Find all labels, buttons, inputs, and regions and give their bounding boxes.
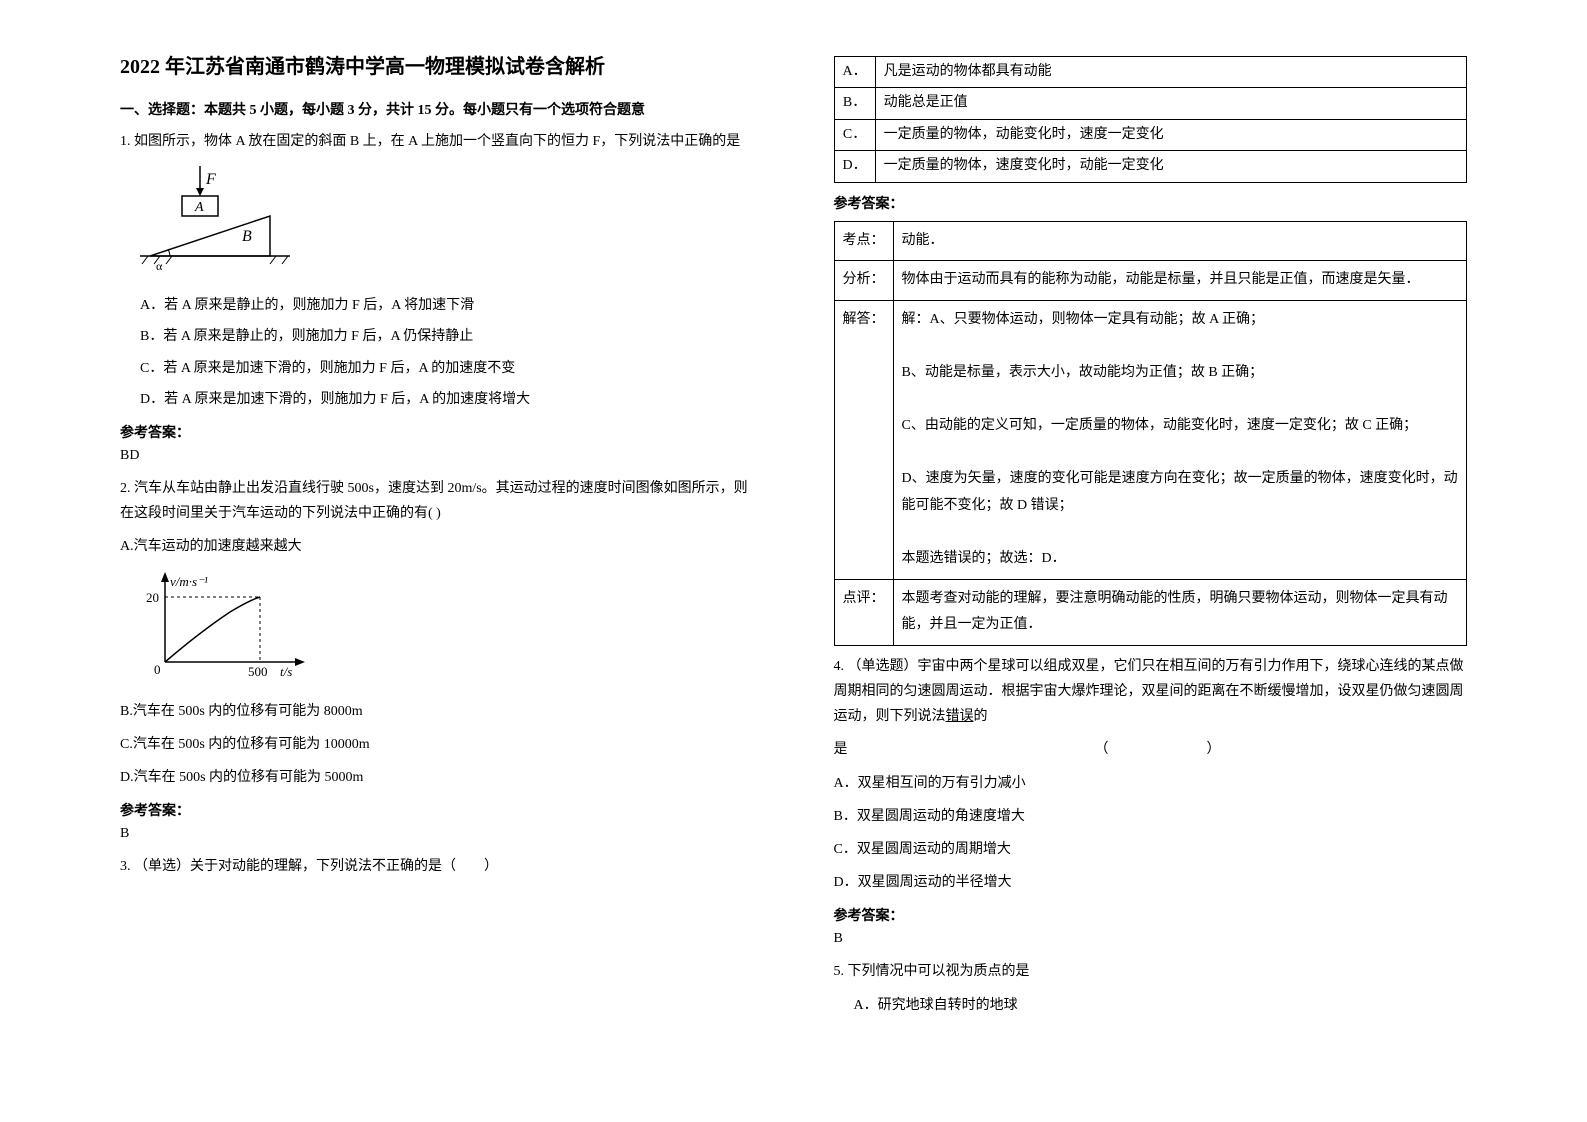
q4-tail-paren: （ ） xyxy=(1095,742,1221,757)
q3-analysis-v1: 物体由于运动而具有的能称为动能，动能是标量，并且只能是正值，而速度是矢量． xyxy=(893,261,1467,301)
q2-origin: 0 xyxy=(154,662,161,677)
table-row: 分析： 物体由于运动而具有的能称为动能，动能是标量，并且只能是正值，而速度是矢量… xyxy=(834,261,1467,301)
q4-answer: B xyxy=(834,931,1468,947)
q3-analysis-k2: 解答： xyxy=(834,300,893,579)
q3-answer-label: 参考答案： xyxy=(834,193,1468,213)
q3-opt-b-val: 动能总是正值 xyxy=(875,88,1466,119)
q3-analysis-k1: 分析： xyxy=(834,261,893,301)
q2-x-label: t/s xyxy=(280,664,292,679)
q4-option-c: C．双星圆周运动的周期增大 xyxy=(834,837,1468,862)
page-title: 2022 年江苏省南通市鹤涛中学高一物理模拟试卷含解析 xyxy=(120,50,754,79)
q4-option-d: D．双星圆周运动的半径增大 xyxy=(834,870,1468,895)
q1-diagram: F A B α xyxy=(140,166,754,281)
q3-opt-c-key: C． xyxy=(834,119,875,150)
q3-opt-d-key: D． xyxy=(834,151,875,182)
q2-y-value: 20 xyxy=(146,590,159,605)
q3-opt-c-val: 一定质量的物体，动能变化时，速度一定变化 xyxy=(875,119,1466,150)
q2-option-d: D.汽车在 500s 内的位移有可能为 5000m xyxy=(120,765,754,790)
q4-stem-post: 的 xyxy=(974,709,988,724)
q3-stem: 3. （单选）关于对动能的理解，下列说法不正确的是（ ） xyxy=(120,854,754,879)
q4-answer-label: 参考答案： xyxy=(834,905,1468,925)
q2-diagram: v/m·s⁻¹ 20 0 500 t/s xyxy=(140,572,754,687)
table-row: B． 动能总是正值 xyxy=(834,88,1467,119)
q1-option-b: B．若 A 原来是静止的，则施加力 F 后，A 仍保持静止 xyxy=(120,324,754,349)
table-row: 考点： 动能． xyxy=(834,221,1467,261)
q1-option-d: D．若 A 原来是加速下滑的，则施加力 F 后，A 的加速度将增大 xyxy=(120,387,754,412)
q4-stem-err: 错误 xyxy=(946,709,974,724)
q3-analysis-table: 考点： 动能． 分析： 物体由于运动而具有的能称为动能，动能是标量，并且只能是正… xyxy=(834,221,1468,646)
q1-answer: BD xyxy=(120,448,754,464)
q4-option-b: B．双星圆周运动的角速度增大 xyxy=(834,804,1468,829)
q1-answer-label: 参考答案： xyxy=(120,422,754,442)
table-row: 点评： 本题考查对动能的理解，要注意明确动能的性质，明确只要物体运动，则物体一定… xyxy=(834,579,1467,645)
q2-y-label: v/m·s⁻¹ xyxy=(170,574,208,589)
table-row: C． 一定质量的物体，动能变化时，速度一定变化 xyxy=(834,119,1467,150)
q5-option-a: A．研究地球自转时的地球 xyxy=(834,993,1468,1018)
q4-tail-pre: 是 xyxy=(834,742,848,757)
section-1-heading: 一、选择题：本题共 5 小题，每小题 3 分，共计 15 分。每小题只有一个选项… xyxy=(120,99,754,119)
q1-F-label: F xyxy=(205,171,216,188)
table-row: 解答： 解：A、只要物体运动，则物体一定具有动能；故 A 正确； B、动能是标量… xyxy=(834,300,1467,579)
q4-stem-pre: 4. （单选题）宇宙中两个星球可以组成双星，它们只在相互间的万有引力作用下，绕球… xyxy=(834,659,1464,724)
q2-stem: 2. 汽车从车站由静止出发沿直线行驶 500s，速度达到 20m/s。其运动过程… xyxy=(120,476,754,526)
q3-opt-a-val: 凡是运动的物体都具有动能 xyxy=(875,57,1466,88)
table-row: A． 凡是运动的物体都具有动能 xyxy=(834,57,1467,88)
table-row: D． 一定质量的物体，速度变化时，动能一定变化 xyxy=(834,151,1467,182)
q2-x-value: 500 xyxy=(248,664,268,679)
q3-analysis-v3: 本题考查对动能的理解，要注意明确动能的性质，明确只要物体运动，则物体一定具有动能… xyxy=(893,579,1467,645)
q4-stem-tail: 是 （ ） xyxy=(834,737,1468,762)
q1-B-label: B xyxy=(242,228,252,245)
q4-stem: 4. （单选题）宇宙中两个星球可以组成双星，它们只在相互间的万有引力作用下，绕球… xyxy=(834,654,1468,730)
q3-options-table: A． 凡是运动的物体都具有动能 B． 动能总是正值 C． 一定质量的物体，动能变… xyxy=(834,56,1468,183)
q2-option-a: A.汽车运动的加速度越来越大 xyxy=(120,534,754,559)
q3-opt-d-val: 一定质量的物体，速度变化时，动能一定变化 xyxy=(875,151,1466,182)
q3-opt-a-key: A． xyxy=(834,57,875,88)
q3-analysis-k3: 点评： xyxy=(834,579,893,645)
q2-answer: B xyxy=(120,826,754,842)
q3-opt-b-key: B． xyxy=(834,88,875,119)
q4-option-a: A．双星相互间的万有引力减小 xyxy=(834,771,1468,796)
q1-option-a: A．若 A 原来是静止的，则施加力 F 后，A 将加速下滑 xyxy=(120,293,754,318)
q2-option-b: B.汽车在 500s 内的位移有可能为 8000m xyxy=(120,699,754,724)
q1-A-label: A xyxy=(194,200,204,215)
q3-analysis-v0: 动能． xyxy=(893,221,1467,261)
q3-analysis-k0: 考点： xyxy=(834,221,893,261)
q3-analysis-v2: 解：A、只要物体运动，则物体一定具有动能；故 A 正确； B、动能是标量，表示大… xyxy=(893,300,1467,579)
q5-stem: 5. 下列情况中可以视为质点的是 xyxy=(834,959,1468,984)
q1-stem: 1. 如图所示，物体 A 放在固定的斜面 B 上，在 A 上施加一个竖直向下的恒… xyxy=(120,129,754,154)
q2-answer-label: 参考答案： xyxy=(120,800,754,820)
q1-option-c: C．若 A 原来是加速下滑的，则施加力 F 后，A 的加速度不变 xyxy=(120,356,754,381)
q2-option-c: C.汽车在 500s 内的位移有可能为 10000m xyxy=(120,732,754,757)
q1-alpha-label: α xyxy=(156,259,163,273)
